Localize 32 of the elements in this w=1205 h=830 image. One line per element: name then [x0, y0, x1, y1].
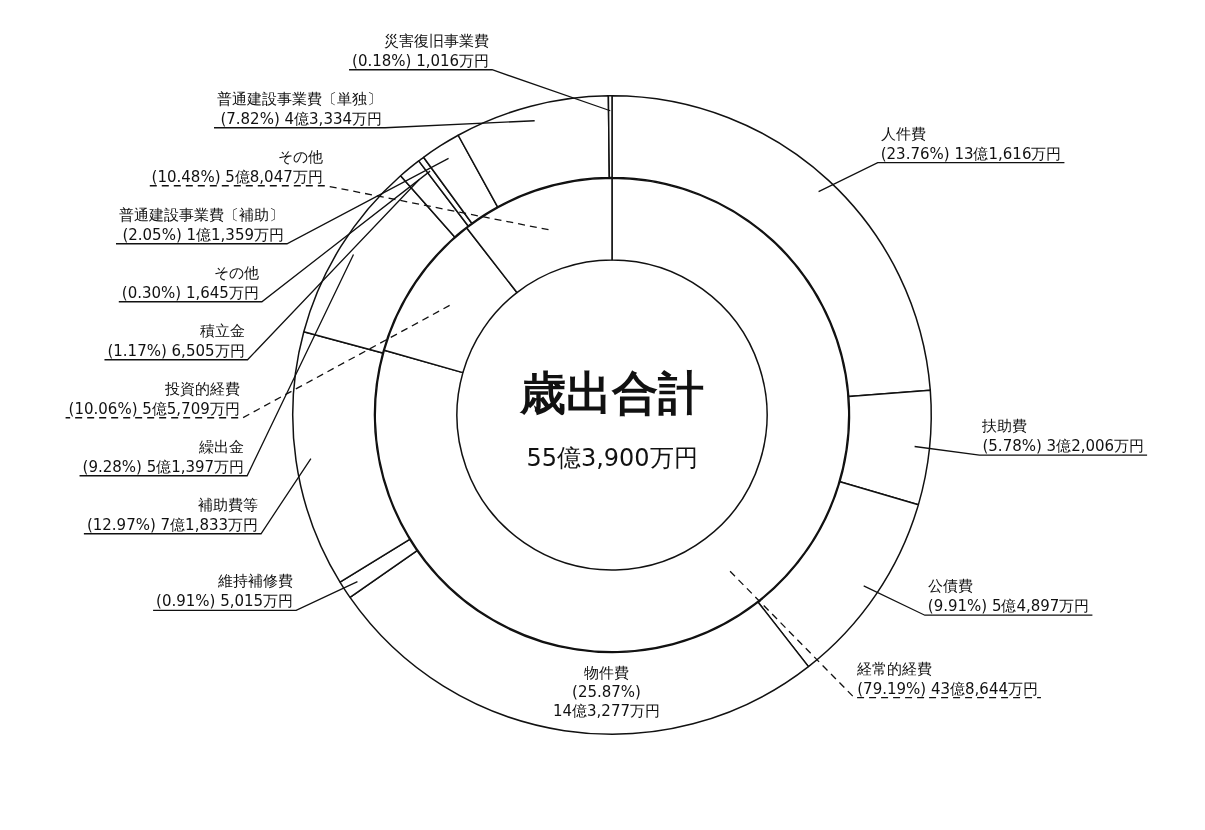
category-label: 扶助費	[982, 417, 1028, 436]
data-label: (10.06%) 5億5,709万円	[68, 399, 240, 418]
category-label: 繰出金	[199, 437, 245, 456]
slice-label: 投資的経費	[163, 379, 240, 398]
text: (0.30%) 1,645万円	[121, 283, 259, 302]
category-label: 補助費等	[198, 495, 259, 514]
category-label: 人件費	[880, 124, 926, 143]
slice-label: 物件費	[583, 664, 629, 683]
category-label: 公債費	[927, 577, 973, 596]
category-label: 積立金	[199, 321, 245, 340]
category-label: 災害復旧事業費	[384, 31, 490, 50]
text: (9.28%) 5億1,397万円	[82, 457, 245, 476]
text: 歳出合計	[519, 365, 704, 420]
slice-label: その他	[277, 147, 323, 166]
category-label: 普通建設事業費〔補助〕	[118, 205, 284, 224]
text: (9.91%) 5億4,897万円	[927, 597, 1090, 616]
text: (12.97%) 7億1,833万円	[86, 515, 259, 534]
category-label: 維持補修費	[218, 572, 294, 591]
category-label: 普通建設事業費〔単独〕	[217, 89, 383, 108]
data-label: (25.87%) 14億3,277万円	[552, 683, 660, 721]
text: (7.82%) 4億3,334万円	[220, 109, 383, 128]
category-label: その他	[213, 263, 259, 282]
text: (0.91%) 5,015万円	[156, 592, 294, 611]
text: (2.05%) 1億1,359万円	[122, 225, 284, 244]
data-label: (79.19%) 43億8,644万円	[857, 679, 1038, 698]
text: 55億3,900万円	[526, 444, 698, 473]
text: (1.17%) 6,505万円	[107, 341, 245, 360]
slice-label: 経常的経費	[856, 659, 933, 678]
data-label: (10.48%) 5億8,047万円	[151, 167, 323, 186]
text: (23.76%) 13億1,616万円	[880, 144, 1062, 163]
text: (0.18%) 1,016万円	[352, 51, 490, 70]
text: (5.78%) 3億2,006万円	[982, 437, 1145, 456]
